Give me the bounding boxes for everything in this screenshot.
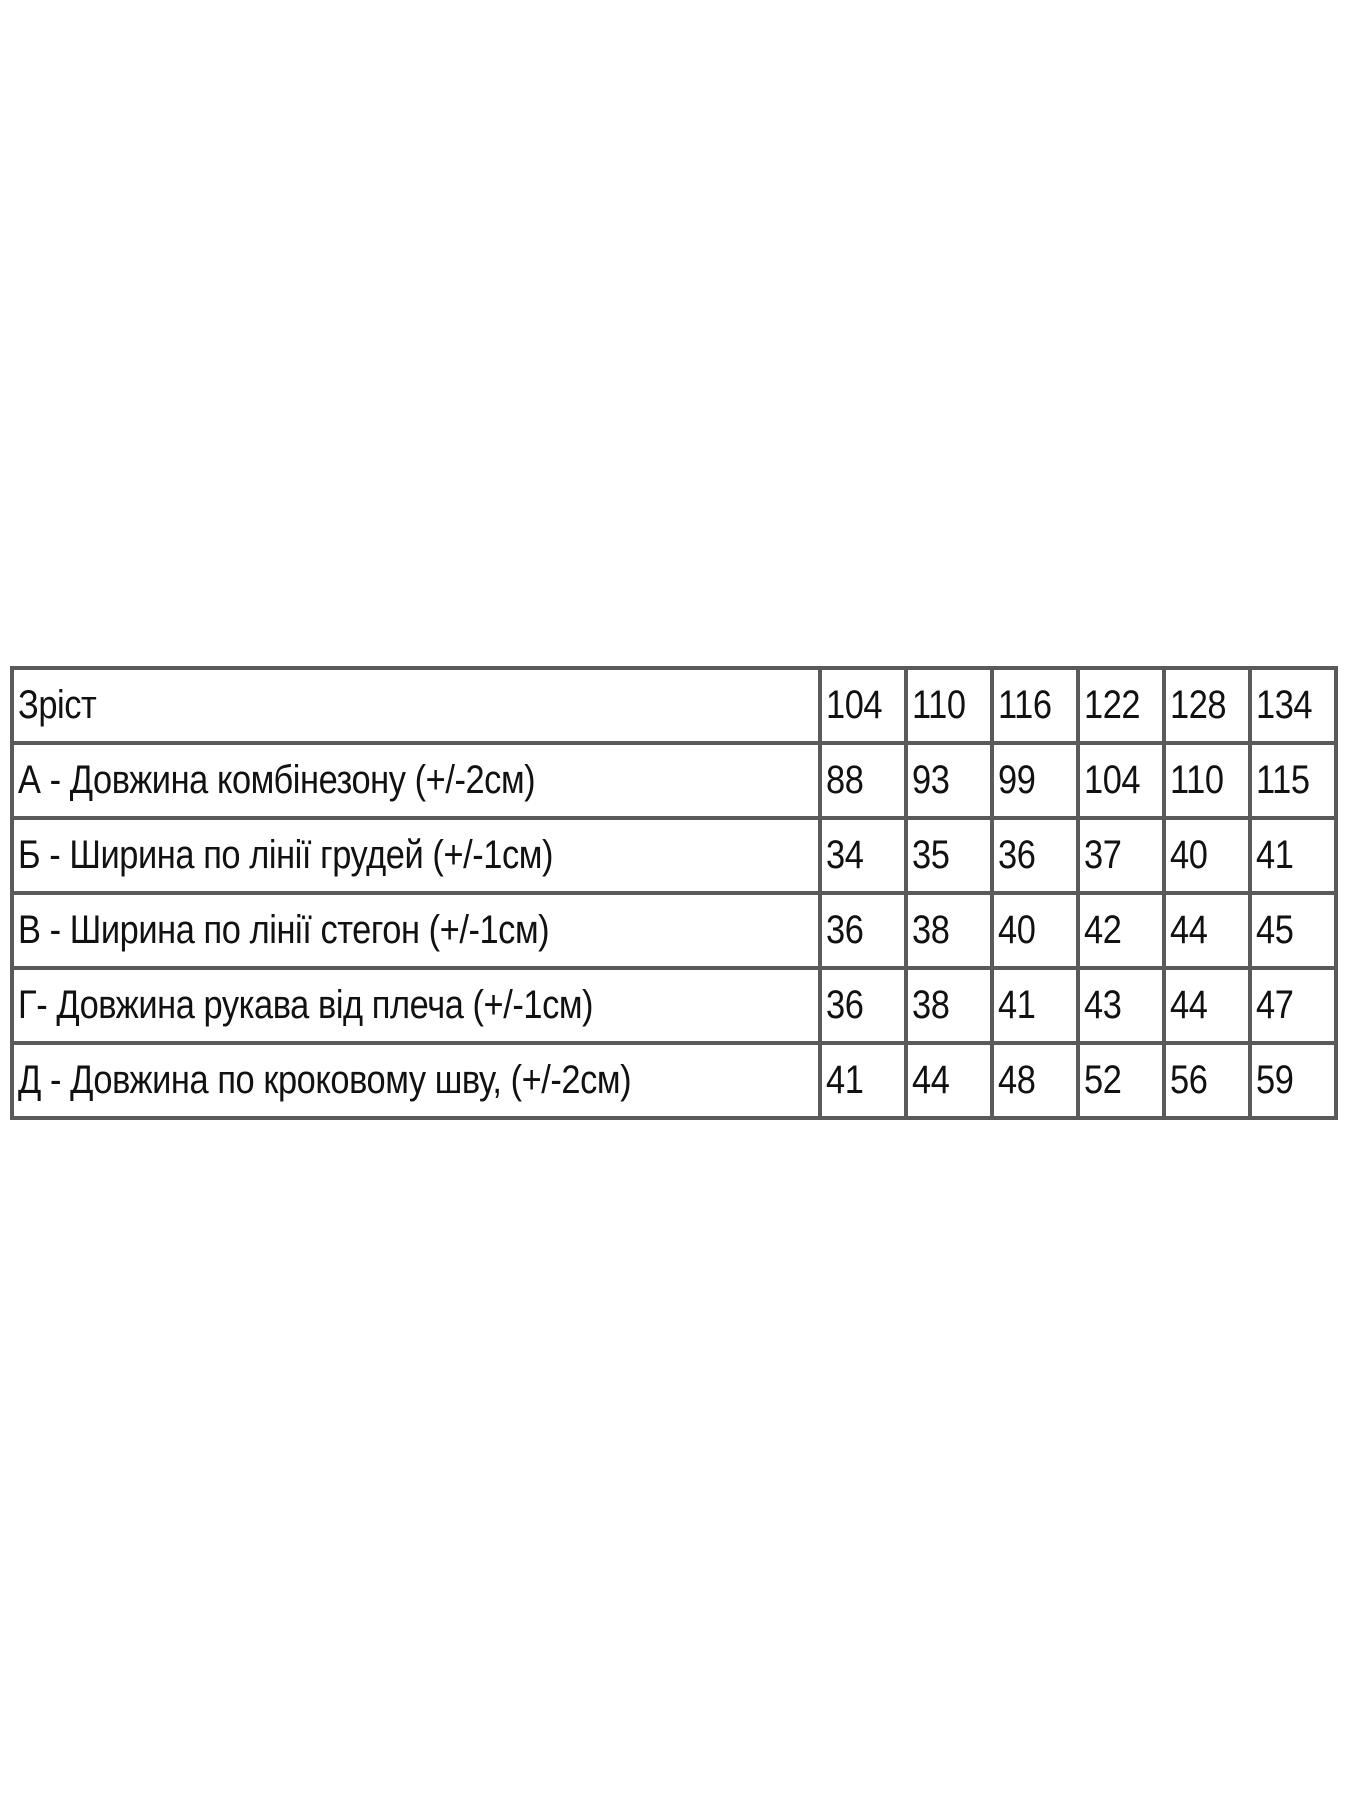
measurement-value-cell: 110 (1162, 741, 1252, 820)
measurement-label: Д - Довжина по кроковому шву, (+/-2см) (18, 1058, 632, 1102)
size-header-cell: 116 (990, 666, 1080, 745)
size-header-cell: 128 (1162, 666, 1252, 745)
measurement-value: 110 (1170, 758, 1224, 802)
measurement-value-cell: 56 (1162, 1041, 1252, 1120)
measurement-label-cell: Г- Довжина рукава від плеча (+/-1см) (10, 966, 822, 1045)
measurement-value: 44 (1170, 908, 1208, 952)
measurement-value: 36 (998, 833, 1036, 877)
measurement-value-cell: 38 (904, 891, 994, 970)
measurement-value-cell: 41 (818, 1041, 908, 1120)
measurement-value: 40 (998, 908, 1036, 952)
measurement-value: 35 (912, 833, 950, 877)
measurement-value-cell: 42 (1076, 891, 1166, 970)
measurement-value-cell: 44 (1162, 891, 1252, 970)
table-row: А - Довжина комбінезону (+/-2см) 88 93 99 10… (10, 741, 1338, 820)
measurement-value: 37 (1084, 833, 1122, 877)
measurement-value: 59 (1256, 1058, 1294, 1102)
measurement-value-cell: 38 (904, 966, 994, 1045)
size-label: 134 (1256, 683, 1313, 727)
header-row: Зріст 104 110 116 122 128 134 (10, 666, 1338, 745)
measurement-value-cell: 37 (1076, 816, 1166, 895)
measurement-value: 115 (1256, 758, 1310, 802)
measurement-value: 48 (998, 1058, 1036, 1102)
measurement-value: 47 (1256, 983, 1294, 1027)
measurement-value-cell: 41 (990, 966, 1080, 1045)
measurement-label: А - Довжина комбінезону (+/-2см) (18, 758, 536, 802)
measurement-value: 45 (1256, 908, 1294, 952)
measurement-value: 99 (998, 758, 1036, 802)
measurement-value: 41 (826, 1058, 864, 1102)
table-row: Г- Довжина рукава від плеча (+/-1см) 36 38… (10, 966, 1338, 1045)
measurement-value-cell: 93 (904, 741, 994, 820)
measurement-value-cell: 48 (990, 1041, 1080, 1120)
measurement-value-cell: 88 (818, 741, 908, 820)
measurement-value: 43 (1084, 983, 1122, 1027)
measurement-value: 34 (826, 833, 864, 877)
measurement-label: В - Ширина по лінії стегон (+/-1см) (18, 908, 550, 952)
table-row: В - Ширина по лінії стегон (+/-1см) 36 38 4… (10, 891, 1338, 970)
measurement-value: 44 (1170, 983, 1208, 1027)
measurement-value-cell: 52 (1076, 1041, 1166, 1120)
measurement-value-cell: 41 (1248, 816, 1338, 895)
measurement-value: 41 (1256, 833, 1294, 877)
measurement-label-cell: А - Довжина комбінезону (+/-2см) (10, 741, 822, 820)
measurement-value-cell: 104 (1076, 741, 1166, 820)
measurement-value-cell: 44 (904, 1041, 994, 1120)
measurement-value: 36 (826, 983, 864, 1027)
measurement-value: 41 (998, 983, 1036, 1027)
measurement-value-cell: 59 (1248, 1041, 1338, 1120)
measurement-value: 104 (1084, 758, 1141, 802)
size-chart-table: Зріст 104 110 116 122 128 134 А - Довжин… (10, 666, 1338, 1120)
measurement-value-cell: 99 (990, 741, 1080, 820)
header-label: Зріст (18, 683, 97, 727)
size-label: 122 (1084, 683, 1141, 727)
measurement-label: Г- Довжина рукава від плеча (+/-1см) (18, 983, 594, 1027)
measurement-value-cell: 45 (1248, 891, 1338, 970)
table-row: Д - Довжина по кроковому шву, (+/-2см) 41… (10, 1041, 1338, 1120)
measurement-label-cell: Д - Довжина по кроковому шву, (+/-2см) (10, 1041, 822, 1120)
measurement-value-cell: 35 (904, 816, 994, 895)
measurement-value-cell: 36 (990, 816, 1080, 895)
measurement-value-cell: 36 (818, 966, 908, 1045)
measurement-value: 36 (826, 908, 864, 952)
table-row: Б - Ширина по лінії грудей (+/-1см) 34 35 3… (10, 816, 1338, 895)
measurement-value-cell: 43 (1076, 966, 1166, 1045)
measurement-value: 38 (912, 908, 950, 952)
measurement-value: 93 (912, 758, 950, 802)
measurement-value-cell: 40 (1162, 816, 1252, 895)
size-label: 116 (998, 683, 1052, 727)
size-header-cell: 104 (818, 666, 908, 745)
measurement-value-cell: 47 (1248, 966, 1338, 1045)
measurement-value-cell: 44 (1162, 966, 1252, 1045)
measurement-value-cell: 115 (1248, 741, 1338, 820)
size-header-cell: 110 (904, 666, 994, 745)
size-header-cell: 122 (1076, 666, 1166, 745)
measurement-value: 44 (912, 1058, 950, 1102)
size-label: 128 (1170, 683, 1227, 727)
measurement-label: Б - Ширина по лінії грудей (+/-1см) (18, 833, 553, 877)
measurement-value-cell: 34 (818, 816, 908, 895)
measurement-value: 88 (826, 758, 864, 802)
measurement-value: 40 (1170, 833, 1208, 877)
measurement-value: 38 (912, 983, 950, 1027)
measurement-value: 52 (1084, 1058, 1122, 1102)
measurement-value-cell: 36 (818, 891, 908, 970)
measurement-value-cell: 40 (990, 891, 1080, 970)
size-label: 104 (826, 683, 883, 727)
measurement-value: 56 (1170, 1058, 1208, 1102)
measurement-label-cell: Б - Ширина по лінії грудей (+/-1см) (10, 816, 822, 895)
size-label: 110 (912, 683, 966, 727)
measurement-label-cell: В - Ширина по лінії стегон (+/-1см) (10, 891, 822, 970)
header-label-cell: Зріст (10, 666, 822, 745)
size-header-cell: 134 (1248, 666, 1338, 745)
measurement-value: 42 (1084, 908, 1122, 952)
